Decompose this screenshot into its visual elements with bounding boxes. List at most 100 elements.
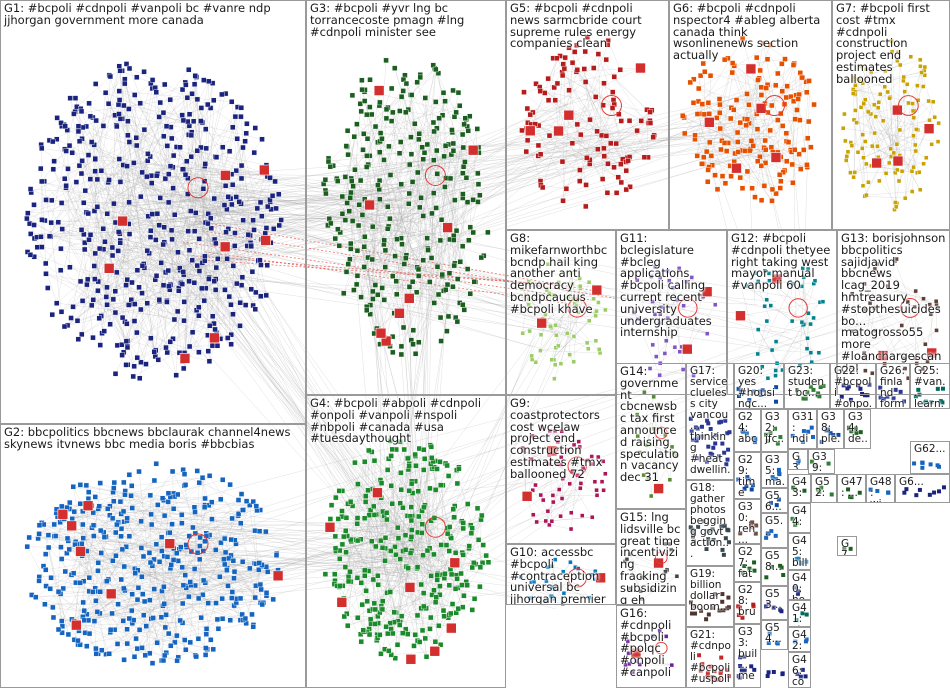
node-cluster-g22	[839, 382, 872, 402]
node-cluster-g36	[795, 458, 801, 465]
group-label: G9: coastprotectors cost wcelaw project …	[510, 396, 607, 481]
group-cell-g45: G45: bill...	[788, 533, 811, 570]
group-cell-g40: G40: ho...	[788, 570, 811, 600]
group-cell-g31: G31: ndi	[788, 409, 817, 449]
node-cluster-g40	[792, 585, 801, 596]
group-label: G18: gather photos begging govt action..…	[690, 482, 730, 560]
group-cell-g35: G35: ma... s...	[761, 452, 788, 488]
group-label: G11: bclegislature #bcleg applications #…	[620, 231, 716, 340]
node-cluster-g19	[688, 592, 731, 622]
group-label: G20: yes #housingc... #banforei...	[738, 365, 775, 409]
group-cell-g6x: G6...	[895, 474, 950, 503]
group-label: G1: #bcpoli #cdnpoli #vanpoli bc #vanre …	[4, 1, 275, 27]
node-cluster-g5x	[764, 529, 778, 540]
node-cluster-g32	[764, 426, 783, 446]
group-cell-g71: G71...	[837, 536, 857, 556]
group-label: G28: bru... cla...	[738, 584, 756, 624]
group-label: G24: abc...	[738, 411, 757, 452]
group-label: G23: student bc...	[788, 365, 825, 399]
node-cluster-g45	[794, 556, 809, 566]
node-cluster-g8	[519, 262, 608, 381]
node-cluster-g46	[795, 667, 808, 679]
node-cluster-g52	[816, 485, 834, 497]
group-label: G35: ma... s...	[765, 454, 786, 488]
group-label: G45: bill...	[792, 535, 808, 570]
group-label: G33: buil... me...	[738, 626, 758, 688]
group-label: G52: ...	[815, 476, 830, 503]
node-cluster-g29	[736, 475, 755, 492]
group-label: G19: billion dollar boom...	[690, 568, 730, 613]
node-cluster-g6x	[902, 485, 946, 498]
node-cluster-g2	[24, 461, 284, 666]
group-label: G17: service clueless city vancou... thi…	[690, 365, 731, 480]
group-label: G53...	[765, 588, 782, 611]
group-label: G12: #bcpoli #cdnpoli thetyee right taki…	[731, 231, 834, 293]
group-cell-g4: G4: #bcpoli #abpoli #cdnpoli #onpoli #va…	[306, 395, 506, 688]
group-label: G27: fate... jour...	[738, 546, 754, 582]
node-cluster-g56	[768, 497, 781, 508]
group-label: G40: ho...	[792, 572, 807, 600]
group-cell-g21: G21: #cdnpoli #bcpoli #uspoli...	[686, 627, 734, 688]
group-label: G7: #bcpoli first cost #tmx #cdnpoli con…	[836, 1, 934, 86]
node-cluster-g41	[794, 611, 809, 623]
group-label: G71...	[841, 538, 850, 556]
node-cluster-g42	[793, 637, 809, 644]
group-cell-g34: G34: de...	[844, 409, 871, 449]
node-cluster-g15	[622, 541, 680, 602]
node-cluster-g62	[912, 460, 941, 470]
group-label: G43: ...	[792, 476, 807, 503]
node-cluster-g5	[519, 34, 657, 210]
group-label: G29: time #vic...	[738, 454, 756, 499]
node-cluster-g7	[841, 38, 941, 212]
group-cell-g29: G29: time #vic...	[734, 452, 761, 499]
group-label: G58...	[765, 550, 782, 573]
group-cell-g62: G62...	[910, 441, 950, 474]
node-cluster-g1	[24, 61, 284, 381]
group-cell-g15: G15: lng lidsville bc great time incenti…	[616, 509, 686, 605]
group-label: G21: #cdnpoli #bcpoli #uspoli...	[690, 629, 731, 688]
group-label: G56...	[765, 490, 782, 513]
node-cluster-g34	[846, 425, 863, 436]
group-label: G62...	[914, 443, 946, 455]
group-cell-g18: G18: gather photos begging govt action..…	[686, 480, 734, 566]
group-label: G31: ndi	[792, 411, 814, 445]
group-label: G44: ...	[792, 505, 807, 533]
group-cell-g27: G27: fate... jour...	[734, 544, 761, 582]
group-label: G36: sie...	[792, 451, 801, 470]
node-cluster-g26	[878, 385, 907, 404]
node-cluster-g48	[868, 487, 891, 495]
node-cluster-g58	[764, 563, 786, 580]
node-cluster-g71	[842, 546, 853, 551]
node-cluster-g47	[846, 487, 862, 500]
node-cluster-g4	[322, 438, 492, 665]
group-cell-g48: G48: wi...	[866, 474, 895, 503]
group-cell-g26: G26: finland forms...	[876, 363, 910, 409]
group-label: G26: finland forms...	[880, 365, 906, 409]
group-label: G14: government cbcnewsbc tax first anno…	[620, 364, 683, 485]
group-label: G25: #van... learn...	[914, 365, 946, 409]
node-cluster-g14	[634, 389, 679, 499]
node-cluster-g12	[735, 266, 826, 381]
group-label: G48: wi...	[870, 476, 892, 503]
group-cell-g23: G23: student bc...	[784, 363, 830, 409]
group-cell-g2: G2: bbcpolitics bbcnews bbclaurak channe…	[0, 424, 306, 688]
node-cluster-g28	[736, 602, 756, 620]
group-cell-g43: G43: ...	[788, 474, 811, 503]
group-label: G10: accessbc #bcpoli #contraception uni…	[510, 545, 606, 605]
group-cell-g54: G54...	[761, 620, 788, 650]
group-label: G42: co...	[792, 629, 807, 652]
node-cluster-g23	[795, 383, 826, 401]
group-label: G6: #bcpoli #cdnpoli nspector4 #ableg al…	[673, 1, 824, 63]
group-cell-g36: G36: sie...	[788, 449, 808, 470]
group-cell-g3: G3: #bcpoli #yvr lng bc torrancecoste pm…	[306, 0, 506, 395]
node-cluster-g21	[697, 653, 731, 682]
group-cell-g25: G25: #van... learn...	[910, 363, 950, 409]
group-label: G39: jen...	[812, 451, 827, 474]
group-cell-g20: G20: yes #housingc... #banforei...	[734, 363, 784, 409]
group-label: G4: #bcpoli #abpoli #cdnpoli #onpoli #va…	[310, 396, 485, 446]
group-cell-g42: G42: co...	[788, 627, 811, 652]
group-cell-g10: G10: accessbc #bcpoli #contraception uni…	[506, 544, 616, 605]
node-cluster-g31	[790, 425, 815, 444]
node-cluster-g6	[680, 35, 817, 204]
